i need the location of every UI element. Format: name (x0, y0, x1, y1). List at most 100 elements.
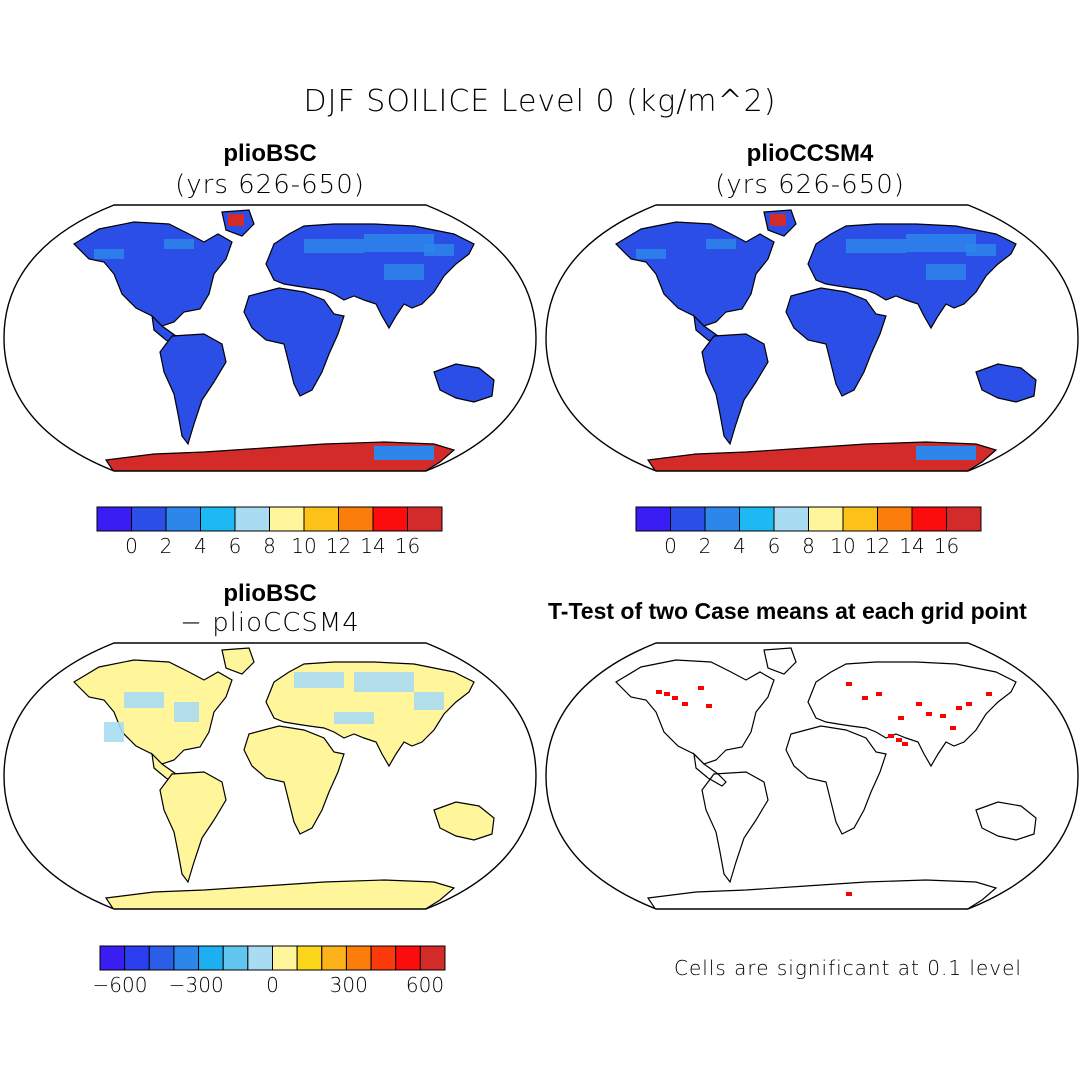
panel-tr-title: plioCCSM4 (746, 140, 874, 167)
panel-tl-subtitle: (yrs 626-650) (175, 170, 365, 200)
colorbar-swatch (222, 945, 249, 971)
colorbar-tick-label: 10 (830, 534, 855, 558)
panel-bl-title: plioBSC (223, 580, 317, 607)
significant-cell (956, 706, 962, 710)
colorbar-tick-label: −300 (169, 973, 224, 997)
colorbar-swatch (99, 945, 126, 971)
colorbar-swatch (407, 506, 443, 532)
colorbar-swatch (296, 945, 323, 971)
significant-cell (940, 714, 946, 718)
significant-cell (656, 690, 662, 694)
colorbar-swatch (395, 945, 421, 971)
colorbar-tick-label: 0 (125, 534, 138, 558)
colorbar-tick-label: 8 (802, 534, 815, 558)
colorbar-swatch (808, 506, 844, 532)
colorbar-tick-label: 6 (229, 534, 242, 558)
land-africa (785, 287, 887, 397)
colorbar-swatch (877, 506, 913, 532)
land-southAmerica (159, 771, 227, 884)
land-antarctica (646, 441, 998, 471)
significant-cell (986, 692, 992, 696)
colorbar-tick-label: 6 (768, 534, 781, 558)
colorbar-swatch (272, 945, 298, 971)
colorbar-tick-label: 4 (194, 534, 207, 558)
land-australia (975, 801, 1037, 841)
land-southAmerica (159, 333, 227, 446)
colorbar-tick-label: 10 (291, 534, 316, 558)
significance-note: Cells are significant at 0.1 level (674, 956, 1022, 980)
significant-cell (896, 738, 902, 742)
map-bottom-left (3, 642, 537, 910)
significant-cell (698, 686, 704, 690)
colorbar-swatch (704, 506, 740, 532)
colorbar-tick-label: −600 (93, 973, 148, 997)
panel-bl-subtitle: − plioCCSM4 (180, 608, 360, 638)
panel-tr-subtitle: (yrs 626-650) (715, 170, 905, 200)
colorbar-tick-label: 16 (395, 534, 420, 558)
colorbar-swatch (345, 945, 372, 971)
significant-cell (926, 712, 932, 716)
land-africa (243, 287, 345, 397)
colorbar-swatch (234, 506, 270, 532)
land-eurasia (807, 661, 1017, 768)
antarctic-edge (916, 446, 976, 460)
greenland-ice (770, 214, 786, 226)
colorbar-swatch (303, 506, 339, 532)
map-bottom-right (545, 642, 1079, 910)
colorbar-swatch (200, 506, 236, 532)
land-southAmerica (701, 333, 769, 446)
colorbar-swatch (739, 506, 775, 532)
colorbar-swatch (946, 506, 982, 532)
map-top-right (545, 204, 1079, 472)
greenland-ice (228, 214, 244, 226)
land-greenland (221, 647, 255, 675)
colorbar-swatch (124, 945, 150, 971)
colorbar-swatch (321, 945, 347, 971)
map-top-left (3, 204, 537, 472)
colorbar-swatch (911, 506, 947, 532)
significant-cell (682, 702, 688, 706)
colorbar-tick-label: 14 (360, 534, 385, 558)
land-northAmerica (615, 659, 775, 765)
significant-cell (916, 702, 922, 706)
land-antarctica (104, 441, 456, 471)
colorbar-tick-label: 300 (330, 973, 368, 997)
significant-cell (950, 726, 956, 730)
land-southAmerica (701, 771, 769, 884)
colorbar-tick-label: 12 (865, 534, 890, 558)
land-australia (433, 801, 495, 841)
map-frame (3, 204, 537, 472)
colorbar-tick-label: 0 (266, 973, 279, 997)
significant-cell (888, 734, 894, 738)
antarctic-edge (374, 446, 434, 460)
significant-cell (664, 692, 670, 696)
land-africa (243, 725, 345, 835)
colorbar-tick-label: 0 (664, 534, 677, 558)
land-antarctica (104, 879, 456, 909)
colorbar-tick-label: 8 (263, 534, 276, 558)
map-frame (545, 204, 1079, 472)
significant-cell (672, 696, 678, 700)
colorbar-tick-label: 16 (934, 534, 959, 558)
colorbar-tick-label: 600 (406, 973, 444, 997)
land-australia (433, 363, 495, 403)
significant-cell (898, 716, 904, 720)
colorbar-tick-label: 2 (699, 534, 712, 558)
colorbar-tick-label: 4 (733, 534, 746, 558)
panel-tl-title: plioBSC (223, 140, 317, 167)
colorbar-swatch (148, 945, 175, 971)
colorbar-tick-label: 14 (899, 534, 924, 558)
land-antarctica (646, 879, 998, 909)
map-frame (545, 642, 1079, 910)
significant-cell (846, 892, 852, 896)
colorbar-swatch (372, 506, 408, 532)
land-australia (975, 363, 1037, 403)
land-centralAmerica (693, 752, 727, 787)
colorbar-swatch (198, 945, 224, 971)
colorbar-swatch (269, 506, 305, 532)
colorbar-tick-label: 12 (326, 534, 351, 558)
map-frame (3, 642, 537, 910)
